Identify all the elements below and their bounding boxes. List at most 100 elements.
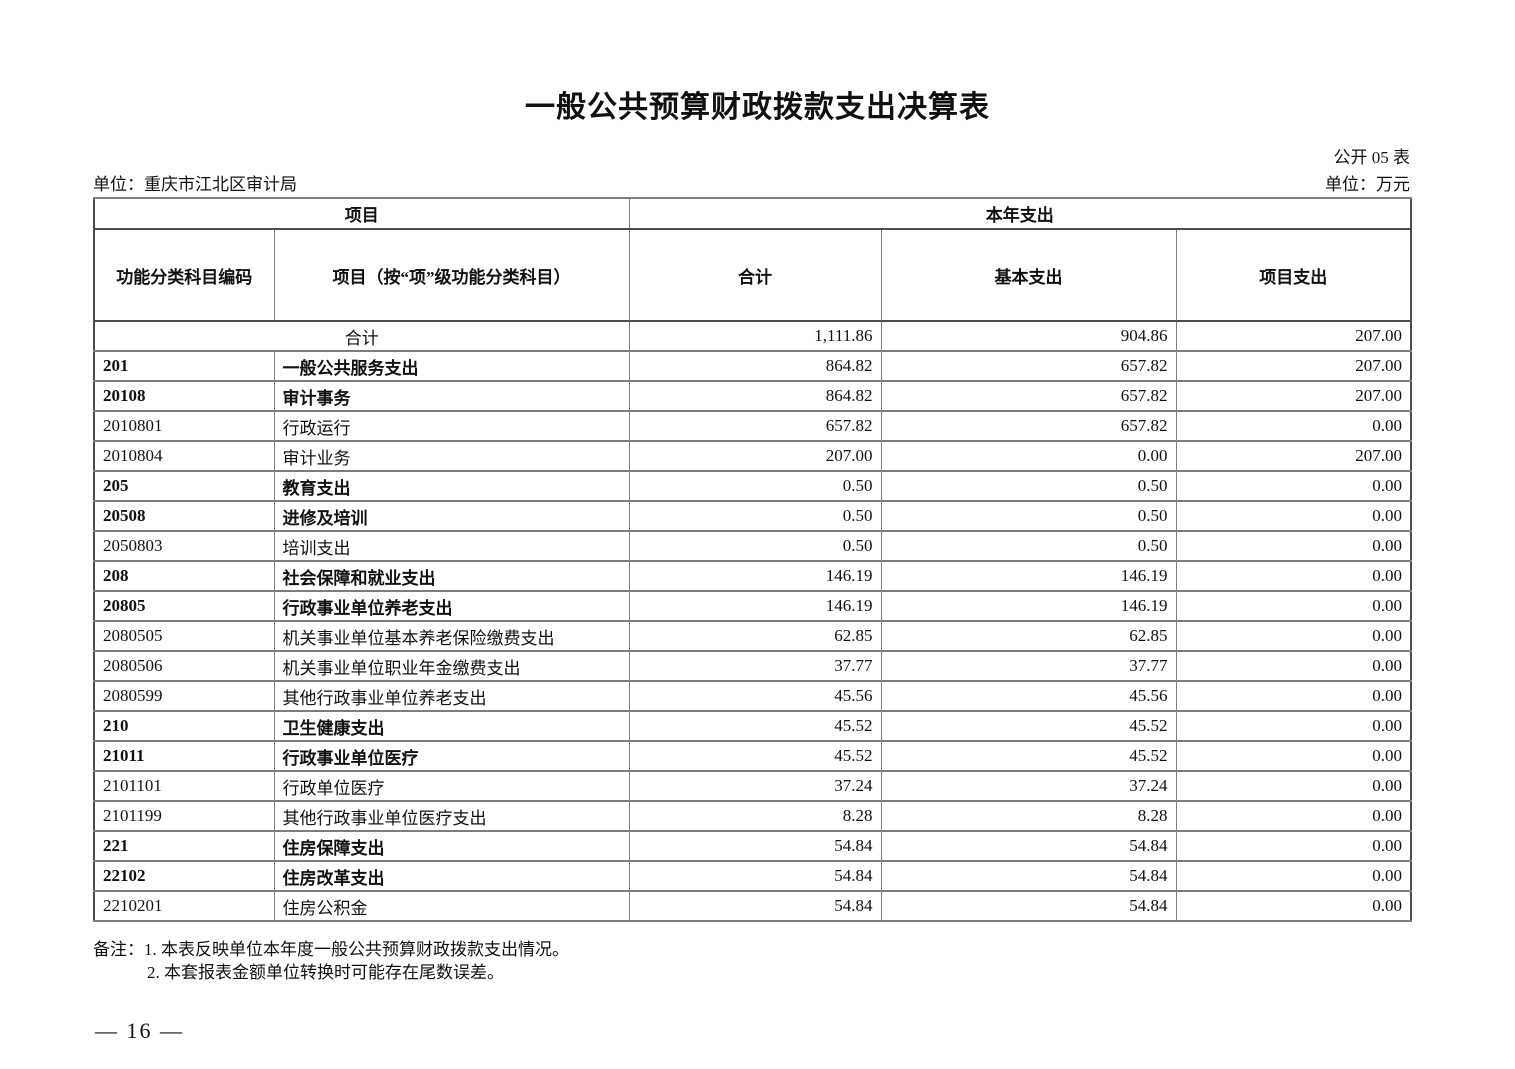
basic-expenditure-cell: 54.84: [880, 830, 1177, 862]
total-cell: 146.19: [628, 560, 882, 592]
total-cell: 0.50: [628, 500, 882, 532]
function-code-cell: 2050803: [93, 530, 275, 562]
function-code-cell: 22102: [93, 860, 275, 892]
header-group-project: 项目: [93, 197, 630, 230]
item-name-cell: 机关事业单位基本养老保险缴费支出: [273, 620, 630, 652]
grand-total-row: 合计 1,111.86 904.86 207.00: [93, 320, 1412, 352]
project-expenditure-cell: 0.00: [1175, 410, 1412, 442]
project-expenditure-cell: 0.00: [1175, 650, 1412, 682]
table-row: 2101101 行政单位医疗 37.24 37.24 0.00: [93, 770, 1412, 802]
basic-expenditure-cell: 657.82: [880, 350, 1177, 382]
unit-currency-label: 单位：万元: [1325, 175, 1410, 194]
table-row: 2101199 其他行政事业单位医疗支出 8.28 8.28 0.00: [93, 800, 1412, 832]
function-code-cell: 201: [93, 350, 275, 382]
table-row: 22102 住房改革支出 54.84 54.84 0.00: [93, 860, 1412, 892]
header-project-expenditure: 项目支出: [1175, 228, 1412, 322]
item-name-cell: 行政事业单位医疗: [273, 740, 630, 772]
item-name-cell: 教育支出: [273, 470, 630, 502]
note-line-1: 备注：1. 本表反映单位本年度一般公共预算财政拨款支出情况。: [93, 940, 569, 959]
project-expenditure-cell: 0.00: [1175, 680, 1412, 712]
table-row: 2080505 机关事业单位基本养老保险缴费支出 62.85 62.85 0.00: [93, 620, 1412, 652]
project-expenditure-cell: 0.00: [1175, 830, 1412, 862]
notes: 备注：1. 本表反映单位本年度一般公共预算财政拨款支出情况。 2. 本套报表金额…: [93, 938, 993, 984]
project-expenditure-cell: 0.00: [1175, 800, 1412, 832]
total-cell: 45.52: [628, 740, 882, 772]
total-cell: 657.82: [628, 410, 882, 442]
function-code-cell: 2080505: [93, 620, 275, 652]
function-code-cell: 21011: [93, 740, 275, 772]
table-row: 2050803 培训支出 0.50 0.50 0.00: [93, 530, 1412, 562]
unit-name-label: 单位：重庆市江北区审计局: [93, 175, 297, 194]
table-row: 20508 进修及培训 0.50 0.50 0.00: [93, 500, 1412, 532]
item-name-cell: 住房改革支出: [273, 860, 630, 892]
unit-row: 单位：重庆市江北区审计局 单位：万元: [93, 170, 1410, 195]
total-cell: 54.84: [628, 890, 882, 922]
function-code-cell: 2101199: [93, 800, 275, 832]
table-row: 21011 行政事业单位医疗 45.52 45.52 0.00: [93, 740, 1412, 772]
basic-expenditure-cell: 37.24: [880, 770, 1177, 802]
total-cell: 864.82: [628, 350, 882, 382]
total-cell: 0.50: [628, 470, 882, 502]
item-name-cell: 住房公积金: [273, 890, 630, 922]
item-name-cell: 审计业务: [273, 440, 630, 472]
item-name-cell: 审计事务: [273, 380, 630, 412]
function-code-cell: 20108: [93, 380, 275, 412]
grand-total-total: 1,111.86: [628, 320, 882, 352]
note-line-2: 2. 本套报表金额单位转换时可能存在尾数误差。: [147, 963, 504, 982]
item-name-cell: 社会保障和就业支出: [273, 560, 630, 592]
basic-expenditure-cell: 657.82: [880, 410, 1177, 442]
function-code-cell: 2080506: [93, 650, 275, 682]
table-row: 2010801 行政运行 657.82 657.82 0.00: [93, 410, 1412, 442]
project-expenditure-cell: 0.00: [1175, 890, 1412, 922]
basic-expenditure-cell: 0.50: [880, 500, 1177, 532]
total-cell: 62.85: [628, 620, 882, 652]
table-row: 2080506 机关事业单位职业年金缴费支出 37.77 37.77 0.00: [93, 650, 1412, 682]
table-row: 20108 审计事务 864.82 657.82 207.00: [93, 380, 1412, 412]
header-total: 合计: [628, 228, 882, 322]
project-expenditure-cell: 0.00: [1175, 470, 1412, 502]
function-code-cell: 208: [93, 560, 275, 592]
header-group-current-year: 本年支出: [628, 197, 1412, 230]
basic-expenditure-cell: 146.19: [880, 560, 1177, 592]
total-cell: 54.84: [628, 860, 882, 892]
function-code-cell: 221: [93, 830, 275, 862]
total-cell: 207.00: [628, 440, 882, 472]
basic-expenditure-cell: 54.84: [880, 860, 1177, 892]
table-row: 205 教育支出 0.50 0.50 0.00: [93, 470, 1412, 502]
grand-total-basic: 904.86: [880, 320, 1177, 352]
header-function-code: 功能分类科目编码: [93, 228, 275, 322]
project-expenditure-cell: 0.00: [1175, 500, 1412, 532]
project-expenditure-cell: 207.00: [1175, 380, 1412, 412]
item-name-cell: 行政事业单位养老支出: [273, 590, 630, 622]
total-cell: 45.56: [628, 680, 882, 712]
item-name-cell: 其他行政事业单位医疗支出: [273, 800, 630, 832]
function-code-cell: 2080599: [93, 680, 275, 712]
function-code-cell: 20508: [93, 500, 275, 532]
item-name-cell: 其他行政事业单位养老支出: [273, 680, 630, 712]
function-code-cell: 2010804: [93, 440, 275, 472]
function-code-cell: 205: [93, 470, 275, 502]
basic-expenditure-cell: 45.52: [880, 740, 1177, 772]
function-code-cell: 2210201: [93, 890, 275, 922]
header-columns-row: 功能分类科目编码 项目（按“项”级功能分类科目） 合计 基本支出 项目支出: [93, 228, 1412, 322]
total-cell: 45.52: [628, 710, 882, 742]
total-cell: 8.28: [628, 800, 882, 832]
basic-expenditure-cell: 0.00: [880, 440, 1177, 472]
basic-expenditure-cell: 45.56: [880, 680, 1177, 712]
page-number: — 16 —: [95, 1018, 184, 1043]
project-expenditure-cell: 0.00: [1175, 590, 1412, 622]
item-name-cell: 机关事业单位职业年金缴费支出: [273, 650, 630, 682]
basic-expenditure-cell: 37.77: [880, 650, 1177, 682]
basic-expenditure-cell: 45.52: [880, 710, 1177, 742]
project-expenditure-cell: 0.00: [1175, 740, 1412, 772]
basic-expenditure-cell: 8.28: [880, 800, 1177, 832]
header-item-name: 项目（按“项”级功能分类科目）: [273, 228, 630, 322]
project-expenditure-cell: 0.00: [1175, 710, 1412, 742]
item-name-cell: 培训支出: [273, 530, 630, 562]
table-row: 2210201 住房公积金 54.84 54.84 0.00: [93, 890, 1412, 922]
item-name-cell: 一般公共服务支出: [273, 350, 630, 382]
item-name-cell: 行政运行: [273, 410, 630, 442]
table-body: 合计 1,111.86 904.86 207.00 201 一般公共服务支出 864…: [93, 320, 1412, 922]
function-code-cell: 2010801: [93, 410, 275, 442]
